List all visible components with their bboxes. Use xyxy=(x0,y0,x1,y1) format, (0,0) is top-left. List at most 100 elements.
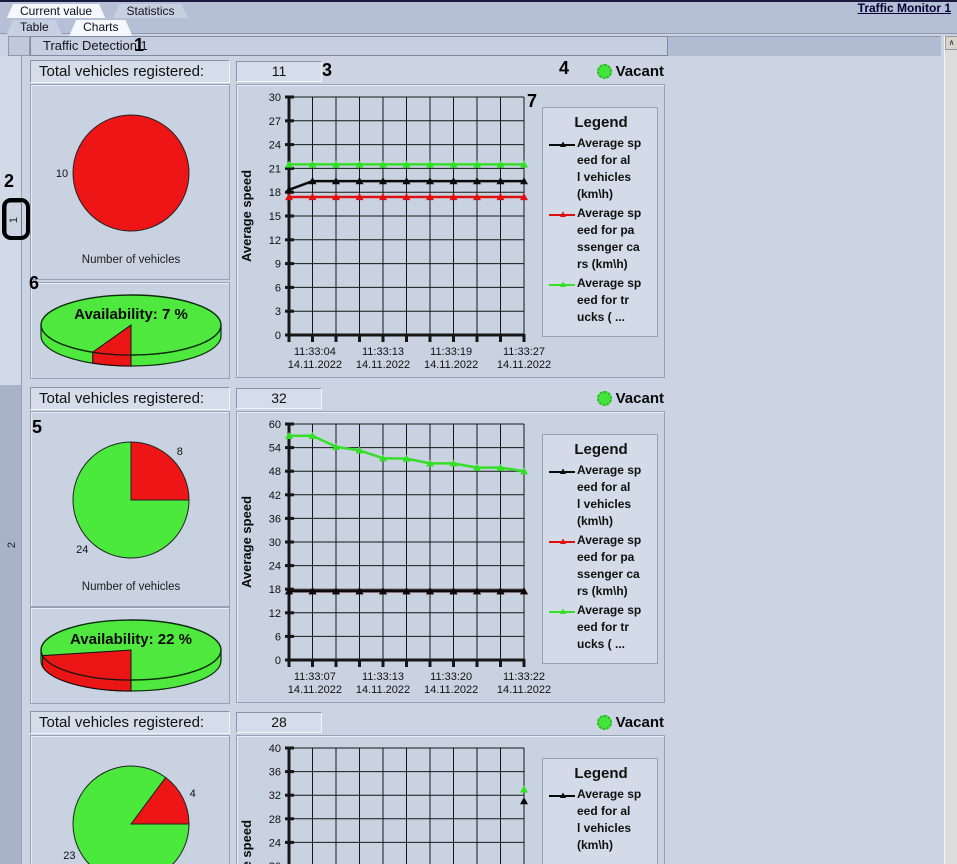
svg-text:6: 6 xyxy=(275,631,281,643)
svg-text:12: 12 xyxy=(269,608,281,620)
sub-tabbar: Table Charts xyxy=(0,18,957,34)
speed-line-chart: 0 6 12 18 24 30 36 42 48 54 60 11:33:07 14.11.2022 11… xyxy=(237,412,664,702)
status-label: Vacant xyxy=(615,62,664,80)
svg-text:0: 0 xyxy=(275,330,281,342)
svg-text:14.11.2022: 14.11.2022 xyxy=(497,359,551,371)
svg-text:28: 28 xyxy=(269,814,281,826)
vehicles-pie-chart: 423Number of vehicles xyxy=(30,735,230,864)
svg-text:14.11.2022: 14.11.2022 xyxy=(424,684,478,696)
svg-text:30: 30 xyxy=(269,537,281,549)
tab-table[interactable]: Table xyxy=(6,20,63,36)
svg-text:36: 36 xyxy=(269,767,281,779)
vacant-indicator-icon xyxy=(596,714,612,730)
annotation-number-2: 2 xyxy=(4,171,15,191)
scroll-up-button[interactable]: ∧ xyxy=(945,36,957,50)
svg-text:54: 54 xyxy=(269,443,281,455)
annotation-number-1: 1 xyxy=(134,35,145,55)
window-top-border xyxy=(0,0,957,2)
status-label: Vacant xyxy=(615,389,664,407)
side-tab-2-label: 2 xyxy=(6,541,18,549)
annotation-number-7: 7 xyxy=(527,91,538,111)
svg-text:12: 12 xyxy=(269,235,281,247)
annotation-number-6: 6 xyxy=(29,273,40,293)
annotation-number-3: 3 xyxy=(322,60,333,80)
total-vehicles-value: 11 xyxy=(236,61,322,82)
svg-text:11:33:19: 11:33:19 xyxy=(430,346,472,358)
speed-chart-panel: 0 3 6 9 12 15 18 21 24 27 30 11:33:04 14.11.2022 11:3… xyxy=(236,84,665,378)
speed-line-chart: 0 3 6 9 12 15 18 21 24 27 30 11:33:04 14.11.2022 11:3… xyxy=(237,85,664,377)
svg-text:3: 3 xyxy=(275,306,281,318)
traffic-monitor-link[interactable]: Traffic Monitor 1 xyxy=(857,1,951,15)
group-title-row: Traffic Detection 1 xyxy=(8,36,949,56)
svg-text:Average speed: Average speed xyxy=(239,170,254,262)
svg-text:11:33:22: 11:33:22 xyxy=(503,671,545,683)
svg-text:21: 21 xyxy=(269,163,281,175)
svg-text:14.11.2022: 14.11.2022 xyxy=(356,359,410,371)
main-tabbar: Current value Statistics xyxy=(0,2,957,18)
svg-text:0: 0 xyxy=(275,655,281,667)
side-tab-strip: 1 2 xyxy=(0,56,22,864)
chart-legend: Legend Average sp eed for al l vehicles (km\… xyxy=(542,434,658,664)
vehicles-pie-chart: 8 24 Number of vehicles xyxy=(30,411,230,607)
detector-panel-2: Total vehicles registered: 32 Vacant 8 24… xyxy=(22,383,668,707)
svg-text:Availability: 7 %: Availability: 7 % xyxy=(74,306,188,323)
svg-text:48: 48 xyxy=(269,466,281,478)
speed-chart-panel: 0 6 12 18 24 30 36 42 48 54 60 11:33:07 14.11.2022 11… xyxy=(236,411,665,703)
group-title-filler xyxy=(668,36,941,56)
svg-text:11:33:27: 11:33:27 xyxy=(503,346,545,358)
svg-text:18: 18 xyxy=(269,187,281,199)
total-vehicles-value: 32 xyxy=(236,388,322,409)
svg-text:9: 9 xyxy=(275,259,281,271)
svg-text:11:33:04: 11:33:04 xyxy=(294,346,336,358)
total-vehicles-value: 28 xyxy=(236,712,322,733)
side-tab-2[interactable]: 2 xyxy=(4,530,20,560)
svg-text:27: 27 xyxy=(269,116,281,128)
svg-text:14.11.2022: 14.11.2022 xyxy=(288,684,342,696)
svg-text:Average speed: Average speed xyxy=(239,496,254,588)
svg-text:24: 24 xyxy=(269,561,281,573)
detector-panel-3: Total vehicles registered: 28 Vacant 4 23… xyxy=(22,707,668,864)
total-vehicles-label: Total vehicles registered: xyxy=(30,60,230,83)
vacant-indicator-icon xyxy=(596,390,612,406)
annotation-number-5: 5 xyxy=(32,417,43,437)
svg-text:14.11.2022: 14.11.2022 xyxy=(356,684,410,696)
total-vehicles-label: Total vehicles registered: xyxy=(30,387,230,410)
speed-chart-panel: 0481216202428323640Average speed LegendA… xyxy=(236,735,665,864)
group-title-spacer xyxy=(8,36,30,56)
svg-text:Average speed: Average speed xyxy=(239,820,254,864)
svg-text:32: 32 xyxy=(269,790,281,802)
vertical-scrollbar[interactable]: ∧ xyxy=(944,36,957,864)
total-vehicles-label: Total vehicles registered: xyxy=(30,711,230,734)
svg-text:11:33:20: 11:33:20 xyxy=(430,671,472,683)
status-badge: Vacant xyxy=(596,711,664,733)
svg-text:24: 24 xyxy=(269,140,281,152)
svg-text:11:33:07: 11:33:07 xyxy=(294,671,336,683)
svg-text:11:33:13: 11:33:13 xyxy=(362,671,404,683)
svg-text:Availability: 22 %: Availability: 22 % xyxy=(70,631,192,648)
tab-current-value[interactable]: Current value xyxy=(6,4,106,20)
availability-pie-chart: Availability: 7 % xyxy=(30,282,230,379)
annotation-number-4: 4 xyxy=(559,58,570,78)
svg-text:14.11.2022: 14.11.2022 xyxy=(424,359,478,371)
chart-legend: Legend Average sp eed for al l vehicles (km\… xyxy=(542,758,658,864)
vehicles-pie-chart: 10 Number of vehicles xyxy=(30,84,230,280)
svg-text:42: 42 xyxy=(269,490,281,502)
svg-text:24: 24 xyxy=(269,837,281,849)
vacant-indicator-icon xyxy=(596,63,612,79)
status-badge: Vacant xyxy=(596,60,664,82)
svg-text:Number of vehicles: Number of vehicles xyxy=(82,581,181,593)
svg-text:20: 20 xyxy=(269,861,281,864)
svg-text:60: 60 xyxy=(269,419,281,431)
svg-text:6: 6 xyxy=(275,282,281,294)
svg-text:14.11.2022: 14.11.2022 xyxy=(497,684,551,696)
tab-statistics[interactable]: Statistics xyxy=(113,4,189,20)
svg-text:36: 36 xyxy=(269,513,281,525)
group-title[interactable]: Traffic Detection 1 xyxy=(30,36,668,56)
svg-text:14.11.2022: 14.11.2022 xyxy=(288,359,342,371)
svg-text:Number of vehicles: Number of vehicles xyxy=(82,254,181,266)
svg-text:8: 8 xyxy=(177,446,183,458)
availability-pie-chart: Availability: 22 % xyxy=(30,607,230,704)
svg-text:18: 18 xyxy=(269,584,281,596)
tab-charts[interactable]: Charts xyxy=(69,20,132,36)
svg-text:40: 40 xyxy=(269,743,281,755)
